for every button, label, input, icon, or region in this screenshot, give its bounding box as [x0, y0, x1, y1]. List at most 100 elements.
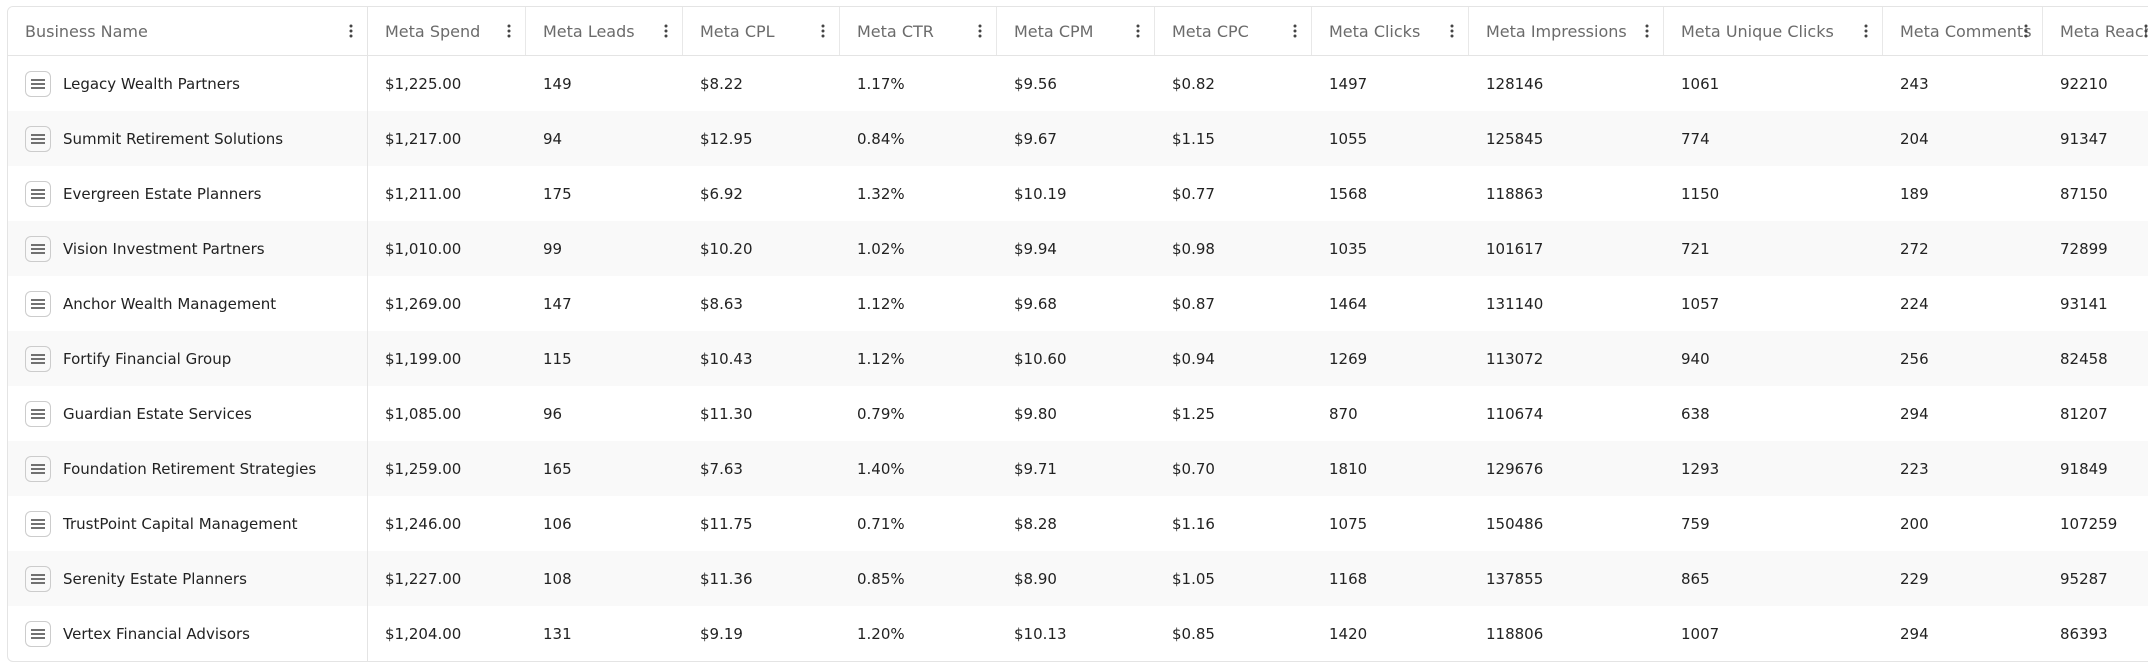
column-header[interactable]: Meta CTR [840, 7, 997, 55]
column-menu[interactable] [2024, 23, 2028, 39]
cell-text: 1.40% [857, 459, 905, 478]
cell-text: Meta CPC [1172, 21, 1249, 41]
table-cell: 870 [1312, 386, 1469, 441]
cell-text: Meta Comments [1900, 21, 2032, 41]
table-cell: 107259 [2043, 496, 2148, 551]
table-cell: $10.13 [997, 606, 1155, 661]
cell-text: 86393 [2060, 624, 2108, 643]
cell-text: 774 [1681, 129, 1710, 148]
table-cell: 91347 [2043, 111, 2148, 166]
column-menu[interactable] [1864, 23, 1868, 39]
cell-text: $1,259.00 [385, 459, 462, 478]
row-menu-button[interactable] [25, 565, 51, 592]
cell-text: $6.92 [700, 184, 743, 203]
table-cell: $9.67 [997, 111, 1155, 166]
column-header[interactable]: Meta Unique Clicks [1664, 7, 1883, 55]
table-cell: 131140 [1469, 276, 1664, 331]
table-cell: 1.17% [840, 56, 997, 111]
row-menu-button[interactable] [25, 400, 51, 427]
table-cell: 147 [526, 276, 683, 331]
table-cell: 91849 [2043, 441, 2148, 496]
table-cell: $0.98 [1155, 221, 1312, 276]
column-menu[interactable] [821, 23, 825, 39]
cell-text: 638 [1681, 404, 1710, 423]
table-cell: 1269 [1312, 331, 1469, 386]
column-menu[interactable] [1645, 23, 1649, 39]
table-cell: 128146 [1469, 56, 1664, 111]
cell-text: $10.13 [1014, 624, 1067, 643]
column-header[interactable]: Meta Spend [368, 7, 526, 55]
column-header[interactable]: Meta Reach [2043, 7, 2148, 55]
column-header[interactable]: Meta Clicks [1312, 7, 1469, 55]
column-header[interactable]: Meta Leads [526, 7, 683, 55]
row-menu-button[interactable] [25, 125, 51, 152]
cell-text: $1,085.00 [385, 404, 462, 423]
column-menu[interactable] [1450, 23, 1454, 39]
row-menu-button[interactable] [25, 290, 51, 317]
cell-text: 870 [1329, 404, 1358, 423]
cell-text: 1464 [1329, 294, 1368, 313]
column-header[interactable]: Meta Impressions [1469, 7, 1664, 55]
cell-text: 865 [1681, 569, 1710, 588]
table-cell: 243 [1883, 56, 2043, 111]
table-cell: $7.63 [683, 441, 840, 496]
row-menu-button[interactable] [25, 510, 51, 537]
cell-text: 1810 [1329, 459, 1368, 478]
table-cell: 82458 [2043, 331, 2148, 386]
table-cell: 0.85% [840, 551, 997, 606]
cell-text: 0.84% [857, 129, 905, 148]
table-row: Foundation Retirement Strategies $1,259.0… [8, 441, 2148, 496]
column-menu[interactable] [664, 23, 668, 39]
table-cell: $1.15 [1155, 111, 1312, 166]
column-menu[interactable] [507, 23, 511, 39]
table-cell: Anchor Wealth Management [8, 276, 368, 331]
table-cell: 0.79% [840, 386, 997, 441]
cell-text: $10.60 [1014, 349, 1067, 368]
table-cell: $1,085.00 [368, 386, 526, 441]
cell-text: Meta Leads [543, 21, 635, 41]
row-menu-button[interactable] [25, 180, 51, 207]
column-menu[interactable] [978, 23, 982, 39]
table-cell: 108 [526, 551, 683, 606]
table-cell: 131 [526, 606, 683, 661]
cell-text: 272 [1900, 239, 1929, 258]
column-menu[interactable] [1293, 23, 1297, 39]
table-row: Vertex Financial Advisors $1,204.00 131 $9.… [8, 606, 2148, 661]
table-cell: 1464 [1312, 276, 1469, 331]
table-cell: 1061 [1664, 56, 1883, 111]
cell-text: 1150 [1681, 184, 1720, 203]
cell-text: Meta Impressions [1486, 21, 1627, 41]
header-row: Business Name Meta Spend Meta Leads Meta CP… [8, 7, 2148, 56]
column-header[interactable]: Meta CPM [997, 7, 1155, 55]
table-cell: $6.92 [683, 166, 840, 221]
cell-text: Summit Retirement Solutions [63, 129, 284, 148]
column-menu[interactable] [2144, 23, 2148, 39]
column-menu[interactable] [349, 23, 353, 39]
cell-text: 1.20% [857, 624, 905, 643]
cell-text: $1.16 [1172, 514, 1215, 533]
cell-text: 256 [1900, 349, 1929, 368]
row-menu-button[interactable] [25, 70, 51, 97]
table-cell: 1420 [1312, 606, 1469, 661]
cell-text: 1269 [1329, 349, 1368, 368]
cell-text: 91849 [2060, 459, 2108, 478]
cell-text: 0.71% [857, 514, 905, 533]
row-menu-button[interactable] [25, 620, 51, 647]
row-menu-button[interactable] [25, 455, 51, 482]
cell-text: $9.80 [1014, 404, 1057, 423]
column-menu[interactable] [1136, 23, 1140, 39]
column-header[interactable]: Meta CPC [1155, 7, 1312, 55]
table-row: Guardian Estate Services $1,085.00 96 $11.3… [8, 386, 2148, 441]
column-header[interactable]: Meta CPL [683, 7, 840, 55]
cell-text: $1,246.00 [385, 514, 462, 533]
table-cell: $1,199.00 [368, 331, 526, 386]
table-cell: Vertex Financial Advisors [8, 606, 368, 661]
column-header[interactable]: Business Name [8, 7, 368, 55]
row-menu-button[interactable] [25, 235, 51, 262]
table-cell: $12.95 [683, 111, 840, 166]
column-header[interactable]: Meta Comments [1883, 7, 2043, 55]
table-cell: 721 [1664, 221, 1883, 276]
cell-text: Anchor Wealth Management [63, 294, 277, 313]
table-cell: 638 [1664, 386, 1883, 441]
row-menu-button[interactable] [25, 345, 51, 372]
